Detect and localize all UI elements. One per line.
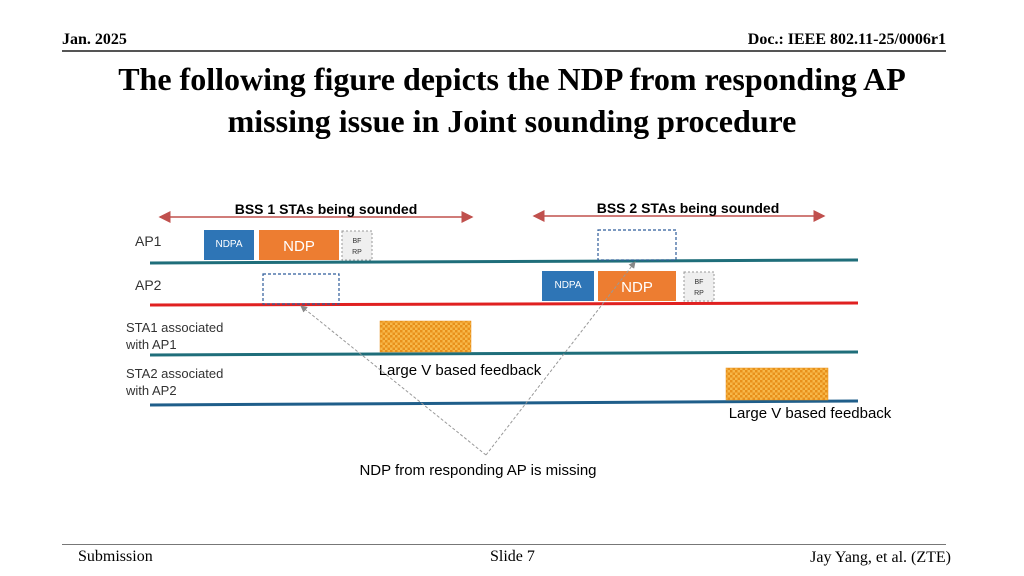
- slide-title-line1: The following figure depicts the NDP fro…: [118, 61, 906, 97]
- ap2-ndp-label: NDP: [621, 279, 653, 296]
- ap2-bfrp-label-1: BF: [695, 279, 704, 286]
- sta1-feedback-label: Large V based feedback: [379, 362, 542, 379]
- pointer-to-ap1-missing: [485, 261, 636, 456]
- sta1-feedback-block: [379, 320, 472, 353]
- footer-slide-number: Slide 7: [490, 548, 535, 565]
- sta2-feedback-block: [725, 367, 829, 401]
- ap1-bfrp-frame: [341, 230, 373, 261]
- ap1-ndpa-label: NDPA: [215, 239, 242, 250]
- sta2-feedback-label: Large V based feedback: [729, 405, 892, 422]
- bss2-label: BSS 2 STAs being sounded: [597, 200, 780, 216]
- ap2-bfrp-label-2: RP: [694, 290, 704, 297]
- header-divider: [62, 50, 946, 52]
- ap1-missing-ndp-box: [597, 229, 677, 261]
- ap2-ndpa-label: NDPA: [554, 280, 581, 291]
- header-doc-id: Doc.: IEEE 802.11-25/0006r1: [747, 31, 946, 48]
- row-label-sta2-line2: with AP2: [125, 383, 177, 398]
- pointer-to-ap2-missing: [300, 305, 487, 456]
- footer-author: Jay Yang, et al. (ZTE): [810, 549, 951, 566]
- row-label-ap2: AP2: [135, 277, 162, 293]
- timeline-ap1: [149, 258, 859, 265]
- slide-title: The following figure depicts the NDP fro…: [62, 58, 962, 142]
- row-label-sta2-line1: STA2 associated: [126, 366, 223, 381]
- row-label-sta1-line2: with AP1: [125, 337, 177, 352]
- row-label-ap1: AP1: [135, 233, 162, 249]
- ap1-ndp-label: NDP: [283, 238, 315, 255]
- bss1-label: BSS 1 STAs being sounded: [235, 201, 418, 217]
- header-date: Jan. 2025: [62, 31, 127, 48]
- ap2-ndpa-frame: [542, 271, 594, 301]
- ap1-ndpa-frame: [204, 230, 254, 260]
- ap1-bfrp-label-2: RP: [352, 249, 362, 256]
- slide-title-line2: missing issue in Joint sounding procedur…: [227, 103, 797, 139]
- footer-submission: Submission: [78, 548, 153, 565]
- ap1-bfrp-label-1: BF: [353, 238, 362, 245]
- ap2-missing-ndp-box: [262, 273, 340, 305]
- timeline-sta2: [149, 399, 859, 407]
- timeline-ap2: [149, 301, 859, 307]
- ap2-ndp-frame: [598, 271, 676, 301]
- ap1-ndp-frame: [259, 230, 339, 260]
- ap2-bfrp-frame: [683, 271, 715, 302]
- row-label-sta1-line1: STA1 associated: [126, 320, 223, 335]
- timeline-sta1: [149, 350, 859, 357]
- missing-ndp-label: NDP from responding AP is missing: [359, 462, 596, 479]
- footer-divider: [62, 544, 946, 545]
